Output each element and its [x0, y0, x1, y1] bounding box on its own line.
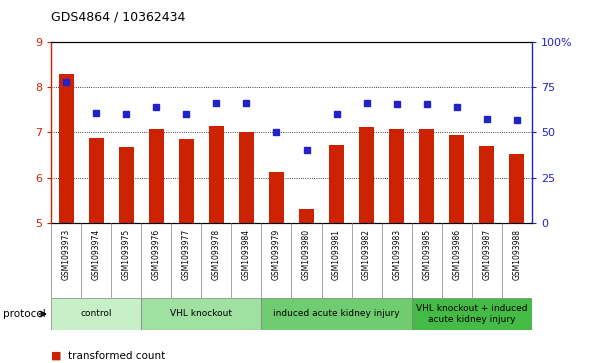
Text: GSM1093976: GSM1093976	[152, 229, 160, 281]
Text: ■: ■	[51, 351, 61, 361]
Text: induced acute kidney injury: induced acute kidney injury	[273, 310, 400, 318]
Text: GSM1093978: GSM1093978	[212, 229, 221, 280]
Bar	[261, 298, 412, 330]
Bar	[480, 146, 494, 223]
Bar	[450, 135, 464, 223]
Bar	[389, 129, 404, 223]
Bar	[412, 298, 532, 330]
Text: transformed count: transformed count	[68, 351, 165, 361]
Text: GSM1093974: GSM1093974	[92, 229, 100, 281]
Text: control: control	[81, 310, 112, 318]
Bar	[51, 298, 141, 330]
Text: GSM1093981: GSM1093981	[332, 229, 341, 280]
Text: GSM1093983: GSM1093983	[392, 229, 401, 280]
Bar	[299, 209, 314, 223]
Text: GSM1093988: GSM1093988	[513, 229, 521, 280]
Text: GSM1093984: GSM1093984	[242, 229, 251, 280]
Bar	[149, 129, 163, 223]
Bar	[118, 147, 133, 223]
Text: GDS4864 / 10362434: GDS4864 / 10362434	[51, 11, 186, 24]
Bar	[419, 129, 434, 223]
Bar	[141, 298, 261, 330]
Text: GSM1093977: GSM1093977	[182, 229, 191, 281]
Text: GSM1093987: GSM1093987	[483, 229, 491, 280]
Bar	[359, 127, 374, 223]
Text: GSM1093982: GSM1093982	[362, 229, 371, 280]
Bar	[179, 139, 194, 223]
Text: VHL knockout: VHL knockout	[170, 310, 233, 318]
Bar	[59, 74, 74, 223]
Text: GSM1093979: GSM1093979	[272, 229, 281, 281]
Bar	[239, 132, 254, 223]
Text: GSM1093973: GSM1093973	[62, 229, 70, 281]
Bar	[209, 126, 224, 223]
Text: GSM1093985: GSM1093985	[423, 229, 431, 280]
Bar	[269, 172, 284, 223]
Text: GSM1093980: GSM1093980	[302, 229, 311, 280]
Text: protocol: protocol	[3, 309, 46, 319]
Text: VHL knockout + induced
acute kidney injury: VHL knockout + induced acute kidney inju…	[416, 304, 528, 324]
Text: GSM1093975: GSM1093975	[122, 229, 130, 281]
Bar	[329, 145, 344, 223]
Bar	[89, 138, 104, 223]
Text: GSM1093986: GSM1093986	[453, 229, 461, 280]
Bar	[510, 154, 525, 223]
